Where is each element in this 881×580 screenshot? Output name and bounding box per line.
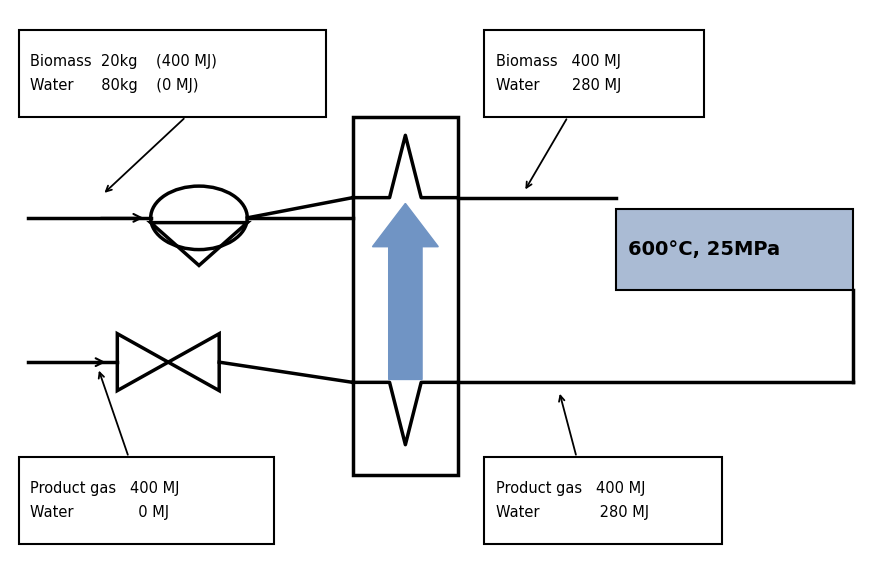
Text: Product gas   400 MJ
Water             280 MJ: Product gas 400 MJ Water 280 MJ	[496, 481, 649, 520]
FancyArrow shape	[373, 204, 439, 379]
Bar	[352, 117, 458, 474]
Text: 600°C, 25MPa: 600°C, 25MPa	[627, 240, 780, 259]
FancyBboxPatch shape	[616, 209, 854, 290]
FancyBboxPatch shape	[485, 30, 704, 117]
FancyBboxPatch shape	[19, 30, 326, 117]
FancyBboxPatch shape	[485, 458, 722, 544]
Text: Biomass  20kg    (400 MJ)
Water      80kg    (0 MJ): Biomass 20kg (400 MJ) Water 80kg (0 MJ)	[30, 55, 218, 93]
FancyBboxPatch shape	[19, 458, 274, 544]
Text: Product gas   400 MJ
Water              0 MJ: Product gas 400 MJ Water 0 MJ	[30, 481, 180, 520]
Text: Biomass   400 MJ
Water       280 MJ: Biomass 400 MJ Water 280 MJ	[496, 55, 621, 93]
